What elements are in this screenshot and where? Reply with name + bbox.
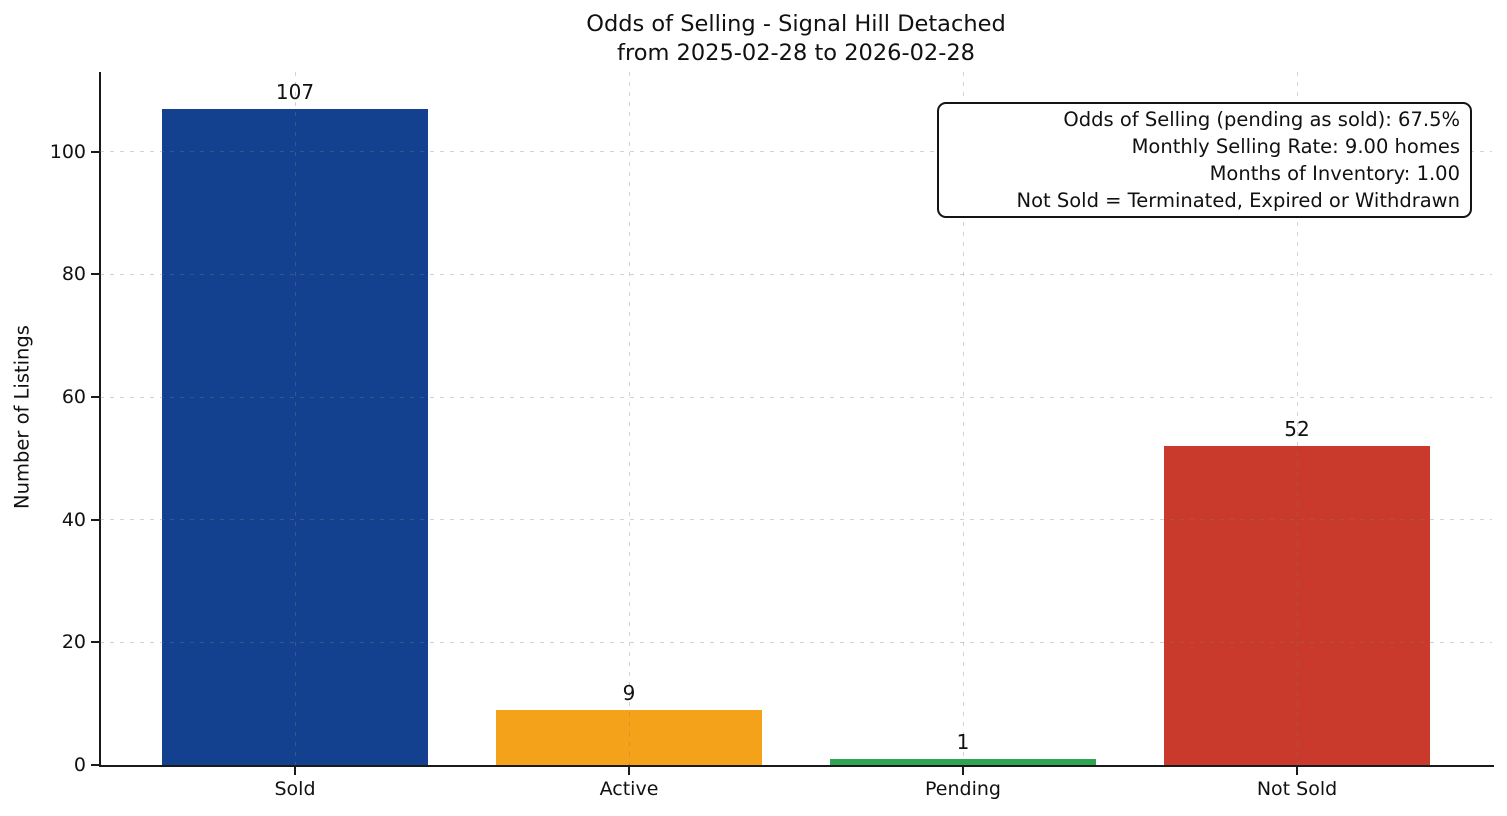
horizontal-gridline xyxy=(100,273,1492,275)
chart-title: Odds of Selling - Signal Hill Detached f… xyxy=(100,10,1492,68)
annotation-months-of-inventory: Months of Inventory: 1.00 xyxy=(1209,162,1460,185)
annotation-odds-of-selling: Odds of Selling (pending as sold): 67.5% xyxy=(1063,108,1460,131)
bar-value-label-sold: 107 xyxy=(275,79,315,104)
y-tick-mark xyxy=(91,396,100,399)
bar-value-label-not-sold: 52 xyxy=(1284,417,1310,442)
vertical-gridline xyxy=(628,72,630,765)
x-tick-label-sold: Sold xyxy=(274,778,316,800)
y-tick-mark xyxy=(91,518,100,521)
x-tick-mark xyxy=(294,767,296,775)
vertical-gridline xyxy=(294,72,296,765)
bar-value-label-pending: 1 xyxy=(956,729,970,754)
y-tick-label: 0 xyxy=(73,754,86,776)
y-tick-label: 40 xyxy=(61,508,86,531)
bar-value-label-active: 9 xyxy=(622,680,636,705)
y-tick-label: 100 xyxy=(49,140,86,163)
y-tick-mark xyxy=(91,764,100,766)
y-tick-label: 80 xyxy=(61,263,86,286)
horizontal-gridline xyxy=(100,151,1492,153)
y-tick-mark xyxy=(91,641,100,644)
y-tick-mark xyxy=(91,150,100,153)
x-tick-label-not-sold: Not Sold xyxy=(1256,778,1338,800)
bar-pending xyxy=(830,758,1096,765)
y-tick-label: 20 xyxy=(61,631,86,654)
y-axis-label: Number of Listings xyxy=(10,325,34,509)
x-tick-mark xyxy=(962,767,964,775)
chart-title-line1: Odds of Selling - Signal Hill Detached xyxy=(586,11,1006,37)
annotation-not-sold-definition: Not Sold = Terminated, Expired or Withdr… xyxy=(1016,189,1460,212)
horizontal-gridline xyxy=(100,396,1492,398)
y-axis-spine xyxy=(99,72,101,767)
x-tick-label-pending: Pending xyxy=(925,778,1001,800)
stats-annotation-box: Odds of Selling (pending as sold): 67.5%… xyxy=(937,102,1472,218)
horizontal-gridline xyxy=(100,641,1492,643)
vertical-gridline xyxy=(1296,72,1298,765)
chart-title-line2: from 2025-02-28 to 2026-02-28 xyxy=(617,40,975,66)
y-tick-mark xyxy=(91,273,100,276)
horizontal-gridline xyxy=(100,519,1492,521)
x-tick-mark xyxy=(1296,767,1298,775)
y-tick-label: 60 xyxy=(61,386,86,409)
annotation-monthly-selling-rate: Monthly Selling Rate: 9.00 homes xyxy=(1131,135,1460,158)
vertical-gridline xyxy=(962,72,964,765)
x-tick-label-active: Active xyxy=(599,778,659,800)
bar-active xyxy=(496,709,762,765)
bar-sold xyxy=(162,108,428,765)
bar-not-sold xyxy=(1164,446,1430,765)
x-axis-spine xyxy=(99,765,1494,767)
x-tick-mark xyxy=(628,767,630,775)
